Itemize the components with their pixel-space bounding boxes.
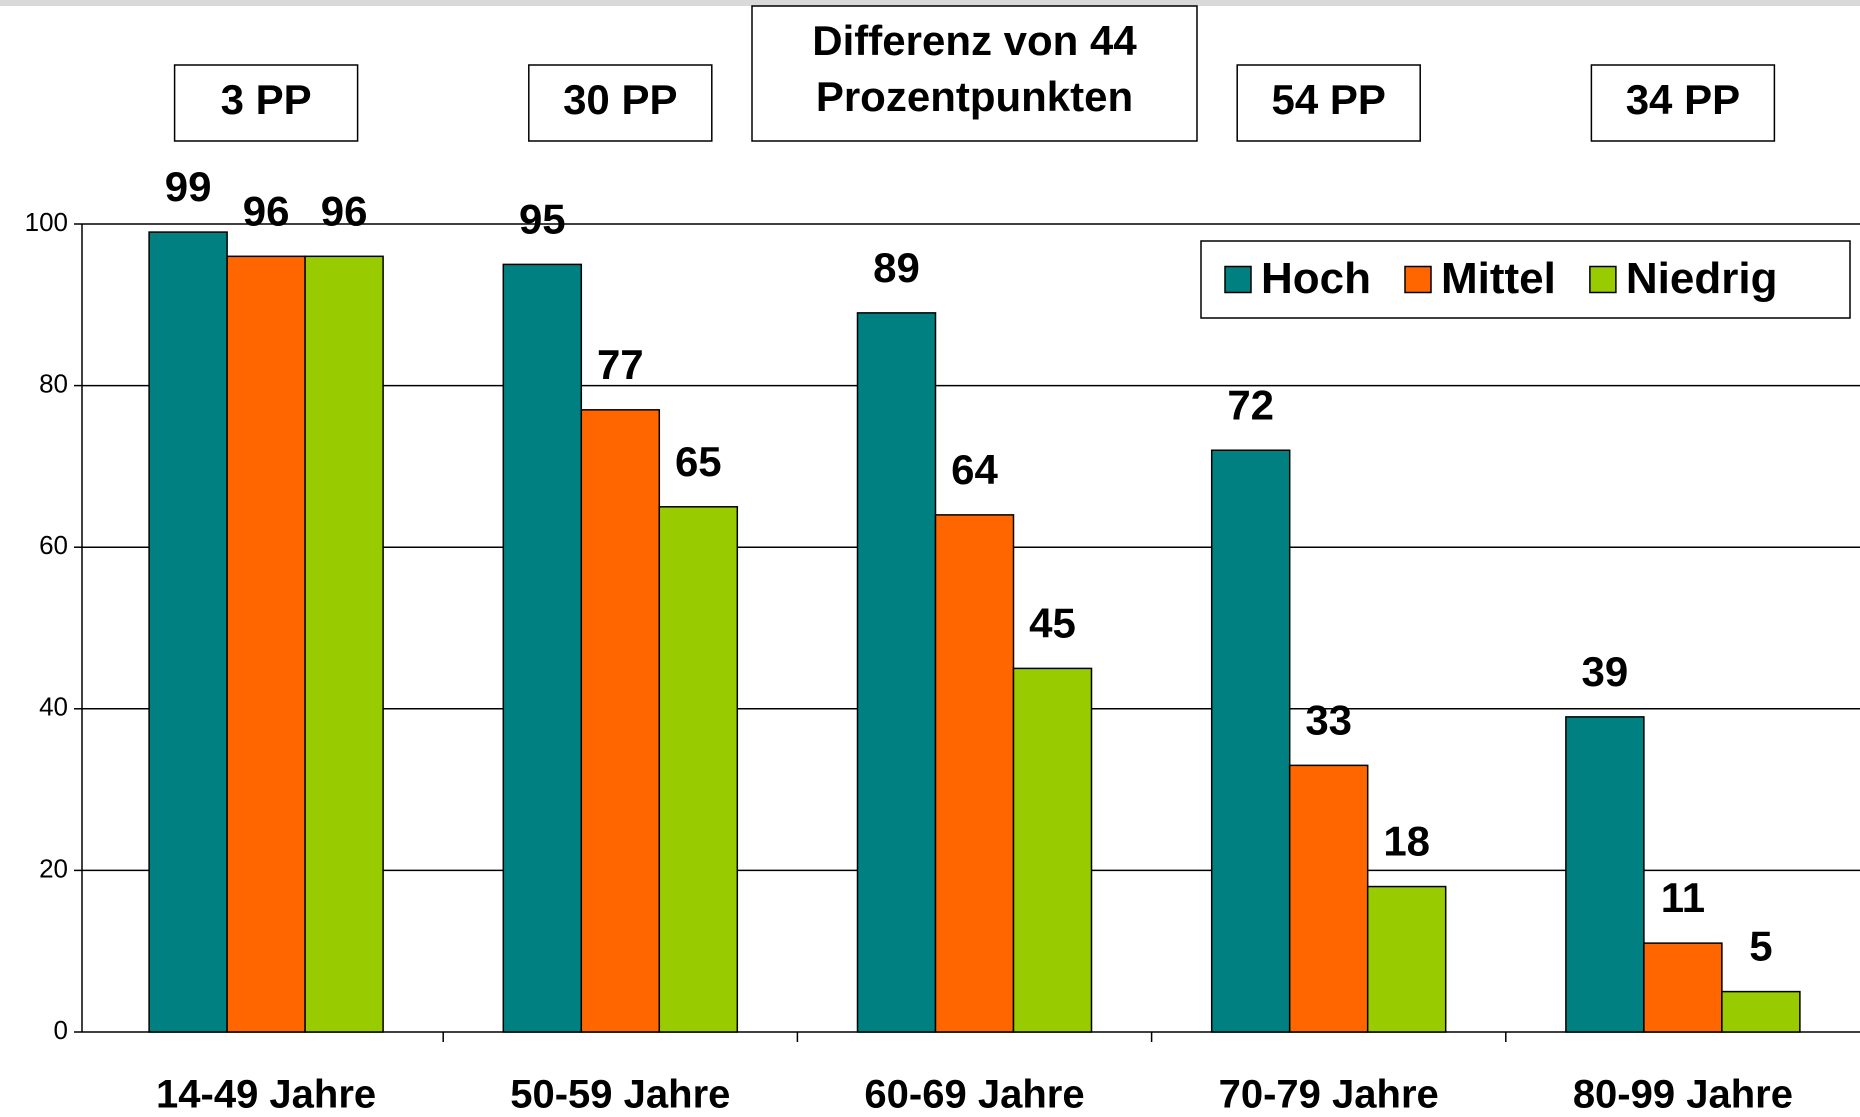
annotation: 34 PP	[1626, 76, 1740, 123]
data-label: 65	[675, 438, 722, 485]
bar	[502, 263, 583, 1033]
bar	[658, 506, 739, 1033]
data-label: 96	[243, 187, 290, 234]
bar	[580, 409, 661, 1033]
annotation-box	[528, 64, 713, 142]
annotation: Prozentpunkten	[816, 73, 1133, 120]
legend-label: Mittel	[1441, 254, 1556, 303]
y-tick-label: 80	[39, 368, 68, 398]
data-label: 64	[951, 446, 998, 493]
bar	[1288, 764, 1369, 1033]
data-label: 33	[1305, 696, 1352, 743]
data-label: 39	[1582, 648, 1629, 695]
y-tick-label: 60	[39, 530, 68, 560]
annotation: Differenz von 44	[812, 17, 1137, 64]
x-tick-label: 80-99 Jahre	[1573, 1073, 1793, 1117]
legend-swatch	[1589, 265, 1617, 294]
bar	[1721, 990, 1801, 1033]
x-tick-label: 50-59 Jahre	[510, 1073, 730, 1117]
data-label: 95	[519, 195, 566, 242]
data-label: 77	[597, 341, 644, 388]
bar	[304, 255, 384, 1033]
legend-swatch	[1224, 265, 1252, 294]
annotation: 54 PP	[1271, 76, 1385, 123]
bar	[1366, 885, 1447, 1033]
bar	[1012, 667, 1093, 1033]
annotation-box	[1590, 64, 1776, 142]
x-tick-label: 14-49 Jahre	[156, 1073, 376, 1117]
legend-label: Niedrig	[1626, 254, 1778, 303]
data-label: 72	[1227, 381, 1274, 428]
bar	[1210, 449, 1291, 1033]
bar	[148, 231, 228, 1033]
annotation-box	[751, 5, 1198, 142]
bar	[934, 514, 1015, 1033]
y-tick-label: 40	[39, 692, 68, 722]
legend-box	[1200, 240, 1851, 319]
annotation: 3 PP	[221, 76, 312, 123]
bar	[226, 255, 306, 1033]
bar	[1565, 716, 1645, 1033]
legend-swatch	[1404, 265, 1432, 294]
data-label: 5	[1749, 923, 1772, 970]
data-label: 99	[165, 163, 212, 210]
bar	[1643, 942, 1723, 1033]
top-strip	[0, 0, 1860, 6]
y-tick-label: 0	[54, 1015, 68, 1045]
x-tick-label: 70-79 Jahre	[1219, 1073, 1439, 1117]
y-tick-label: 100	[25, 207, 68, 237]
y-tick-label: 20	[39, 853, 68, 883]
annotation-box	[173, 64, 359, 142]
data-label: 18	[1383, 818, 1430, 865]
annotation: 30 PP	[563, 76, 677, 123]
data-label: 11	[1661, 874, 1705, 921]
data-label: 45	[1029, 599, 1076, 646]
legend-label: Hoch	[1261, 254, 1371, 303]
data-label: 89	[873, 244, 920, 291]
data-label: 96	[321, 187, 368, 234]
annotation-box	[1236, 64, 1421, 142]
bar	[856, 312, 937, 1033]
x-tick-label: 60-69 Jahre	[864, 1073, 1084, 1117]
